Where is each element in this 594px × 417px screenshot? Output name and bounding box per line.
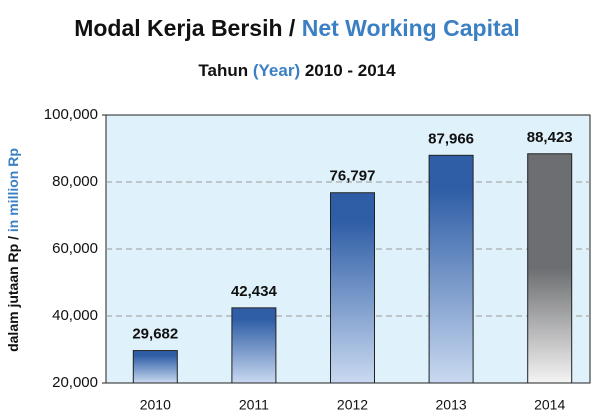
data-label: 42,434: [231, 283, 278, 300]
bar: [132, 350, 178, 384]
subtitle-part: Tahun: [198, 61, 248, 80]
chart-subtitle: Tahun (Year) 2010 - 2014: [198, 61, 396, 80]
x-tick-label: 2013: [436, 397, 467, 413]
data-label: 88,423: [527, 129, 573, 146]
title-part: Modal Kerja Bersih /: [74, 15, 296, 41]
subtitle-part: (Year): [253, 61, 300, 80]
y-axis-label: dalam jutaan Rp / in million Rp: [5, 148, 21, 352]
x-tick-label: 2014: [534, 397, 565, 413]
data-label: 87,966: [428, 130, 474, 147]
bar: [527, 153, 573, 384]
x-tick-label: 2012: [337, 397, 368, 413]
y-label-part: dalam jutaan Rp /: [5, 236, 21, 352]
data-label: 76,797: [330, 168, 376, 185]
data-label: 29,682: [132, 326, 178, 343]
y-label-part: in million Rp: [5, 148, 21, 232]
y-tick-label: 40,000: [52, 307, 98, 324]
x-tick-label: 2011: [239, 397, 269, 413]
x-tick-label: 2010: [140, 397, 171, 413]
bar: [231, 307, 277, 384]
y-tick-label: 20,000: [52, 374, 98, 391]
y-tick-label: 60,000: [52, 240, 98, 257]
bar: [428, 154, 474, 384]
title-part: Net Working Capital: [302, 15, 520, 41]
y-tick-label: 80,000: [52, 173, 98, 190]
subtitle-part: 2010 - 2014: [305, 61, 396, 80]
chart-title: Modal Kerja Bersih / Net Working Capital: [74, 15, 520, 41]
bar: [330, 192, 375, 384]
y-tick-label: 100,000: [44, 106, 98, 123]
